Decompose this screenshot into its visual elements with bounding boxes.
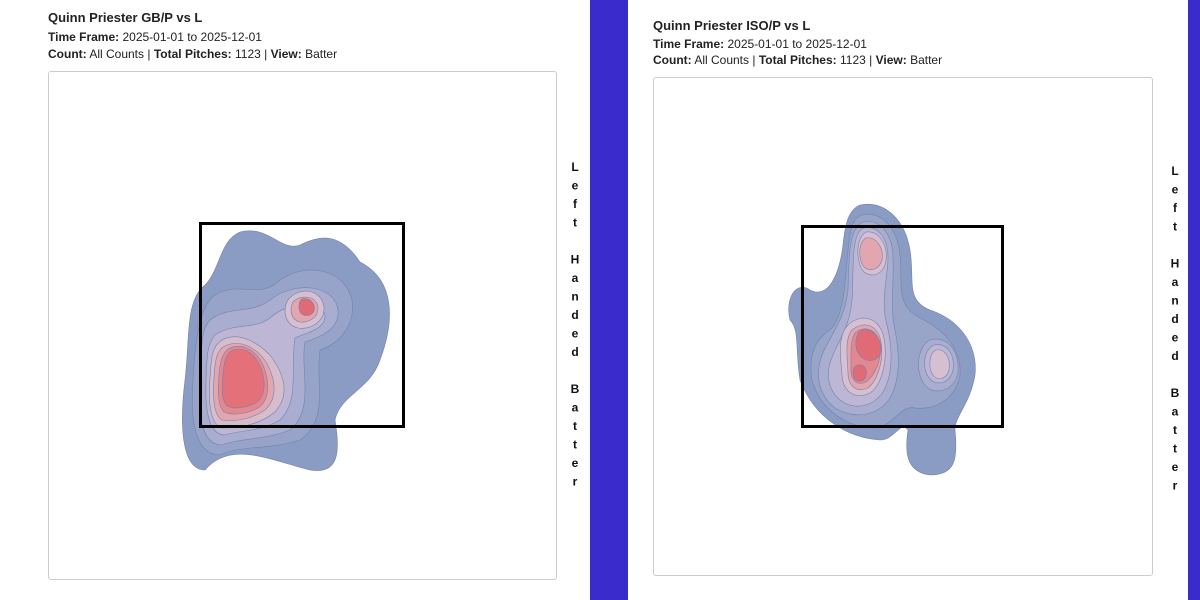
label: Total Pitches: xyxy=(153,47,232,61)
panel: Quinn Priester ISO/P vs L Time Frame: 20… xyxy=(628,0,1188,600)
heatmap xyxy=(182,222,405,471)
value: All Counts xyxy=(694,53,750,67)
time-frame: Time Frame: 2025-01-01 to 2025-12-01 xyxy=(48,29,262,45)
meta: Count: All Counts | Total Pitches: 1123 … xyxy=(653,52,942,68)
label: Time Frame: xyxy=(48,30,120,44)
sep: | xyxy=(264,47,268,61)
label: View: xyxy=(270,47,302,61)
side-label: Left Handed Batter xyxy=(568,160,582,493)
panel: Quinn Priester GB/P vs L Time Frame: 202… xyxy=(0,0,590,600)
label: Time Frame: xyxy=(653,37,725,51)
sep: | xyxy=(147,47,151,61)
strike-zone xyxy=(199,222,405,428)
meta: Count: All Counts | Total Pitches: 1123 … xyxy=(48,46,337,62)
label: Count: xyxy=(653,53,692,67)
label: Total Pitches: xyxy=(758,53,837,67)
sep: | xyxy=(752,53,756,67)
value: 2025-01-01 to 2025-12-01 xyxy=(727,37,867,51)
title: Quinn Priester GB/P vs L xyxy=(48,10,203,25)
value: 2025-01-01 to 2025-12-01 xyxy=(122,30,262,44)
title: Quinn Priester ISO/P vs L xyxy=(653,18,811,33)
value: 1123 xyxy=(234,47,261,61)
heatmap xyxy=(788,203,1004,476)
side-label: Left Handed Batter xyxy=(1168,164,1182,497)
value: All Counts xyxy=(89,47,145,61)
value: Batter xyxy=(910,53,943,67)
strike-zone xyxy=(801,225,1004,428)
time-frame: Time Frame: 2025-01-01 to 2025-12-01 xyxy=(653,36,867,52)
label: Count: xyxy=(48,47,87,61)
value: Batter xyxy=(305,47,338,61)
label: View: xyxy=(875,53,907,67)
value: 1123 xyxy=(839,53,866,67)
sep: | xyxy=(869,53,873,67)
